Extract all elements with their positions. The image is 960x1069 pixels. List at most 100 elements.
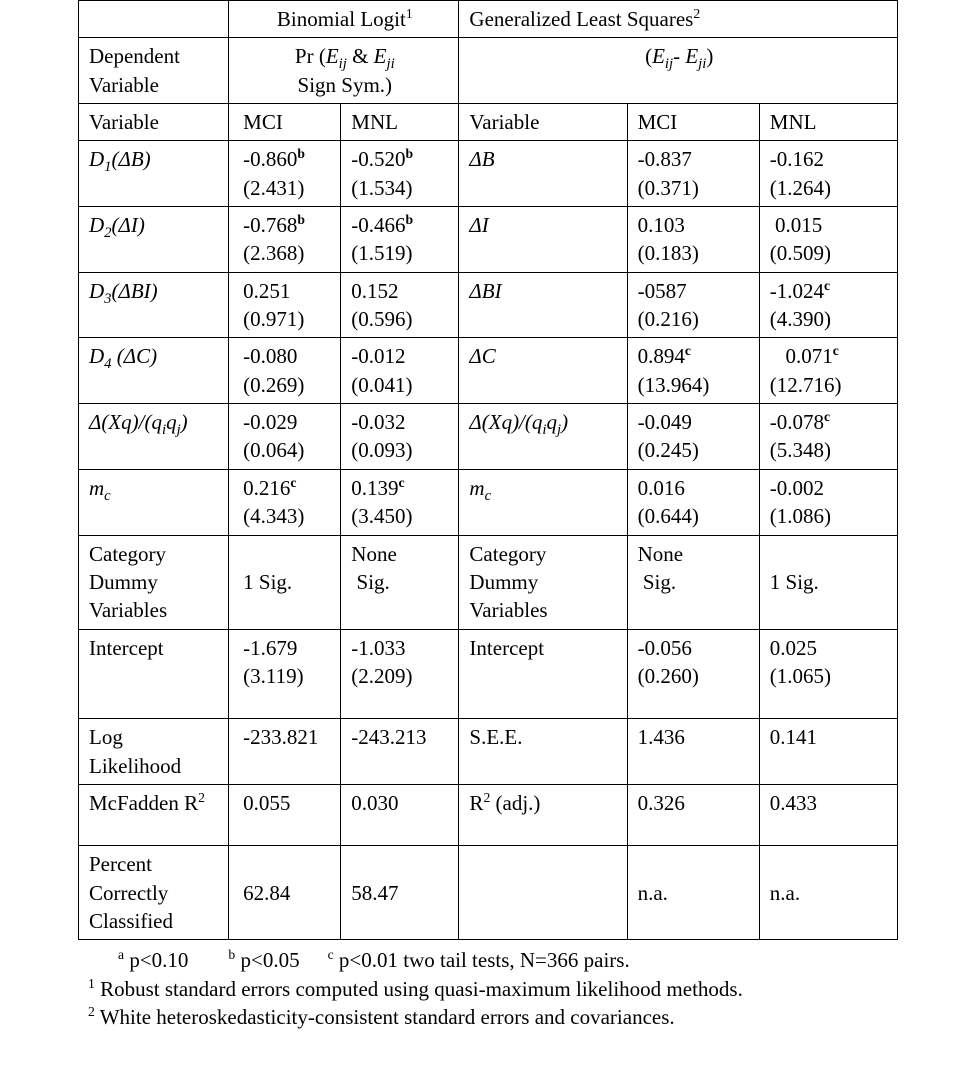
cell: D2(ΔI) [79, 207, 229, 273]
cell: Δ(Xq)/(qiqj) [459, 404, 627, 470]
table-row: Category Dummy Variables1 Sig.None Sig.C… [79, 535, 898, 629]
cell: 0.139c(3.450) [341, 469, 459, 535]
cell: 0.103(0.183) [627, 207, 759, 273]
cell: -0.860b(2.431) [229, 141, 341, 207]
data-body: D1(ΔB)-0.860b(2.431)-0.520b(1.534)ΔB-0.8… [79, 141, 898, 940]
header-row-1: Binomial Logit1 Generalized Least Square… [79, 1, 898, 38]
cell: -0.466b(1.519) [341, 207, 459, 273]
cell: Category Dummy Variables [459, 535, 627, 629]
cell: n.a. [759, 846, 897, 940]
cell: -0.029(0.064) [229, 404, 341, 470]
cell: 0.152(0.596) [341, 272, 459, 338]
cell: -0.078c(5.348) [759, 404, 897, 470]
col-var-r: Variable [459, 104, 627, 141]
cell: -0.049(0.245) [627, 404, 759, 470]
col-mci-r: MCI [627, 104, 759, 141]
cell: -1.679(3.119) [229, 629, 341, 719]
significance-note: a p<0.10b p<0.05c p<0.01 two tail tests,… [118, 946, 960, 974]
cell: 1.436 [627, 719, 759, 785]
cell: mc [79, 469, 229, 535]
binomial-logit-header: Binomial Logit1 [229, 1, 459, 38]
cell: 1 Sig. [229, 535, 341, 629]
cell: 0.055 [229, 784, 341, 845]
table-row: Percent Correctly Classified62.8458.47 n.… [79, 846, 898, 940]
cell: mc [459, 469, 627, 535]
cell: -0.162(1.264) [759, 141, 897, 207]
cell: D4 (ΔC) [79, 338, 229, 404]
cell: 0.326 [627, 784, 759, 845]
cell: 0.016(0.644) [627, 469, 759, 535]
cell: None Sig. [627, 535, 759, 629]
cell: -0.520b(1.534) [341, 141, 459, 207]
cell: -1.024c(4.390) [759, 272, 897, 338]
right-dep-var: (Eij- Eji) [459, 38, 898, 104]
header-row-2: Dependent Variable Pr (Eij & EjiSign Sym… [79, 38, 898, 104]
cell: Category Dummy Variables [79, 535, 229, 629]
cell: 0.015(0.509) [759, 207, 897, 273]
page: Binomial Logit1 Generalized Least Square… [0, 0, 960, 1041]
cell: ΔBI [459, 272, 627, 338]
cell: 58.47 [341, 846, 459, 940]
table-body: Binomial Logit1 Generalized Least Square… [79, 1, 898, 141]
cell: -0.012(0.041) [341, 338, 459, 404]
table-row: Log Likelihood-233.821-243.213S.E.E.1.43… [79, 719, 898, 785]
cell: -0.056(0.260) [627, 629, 759, 719]
cell: 0.433 [759, 784, 897, 845]
cell: 0.216c(4.343) [229, 469, 341, 535]
header-row-3: Variable MCI MNL Variable MCI MNL [79, 104, 898, 141]
cell: D3(ΔBI) [79, 272, 229, 338]
cell: -233.821 [229, 719, 341, 785]
cell: 62.84 [229, 846, 341, 940]
footnote-1: 1 Robust standard errors computed using … [88, 975, 960, 1003]
cell: -243.213 [341, 719, 459, 785]
table-row: D4 (ΔC)-0.080(0.269)-0.012(0.041)ΔC0.894… [79, 338, 898, 404]
cell: n.a. [627, 846, 759, 940]
cell: -1.033(2.209) [341, 629, 459, 719]
cell: ΔI [459, 207, 627, 273]
cell: ΔB [459, 141, 627, 207]
table-row: D1(ΔB)-0.860b(2.431)-0.520b(1.534)ΔB-0.8… [79, 141, 898, 207]
regression-table: Binomial Logit1 Generalized Least Square… [78, 0, 898, 940]
cell: -0.002(1.086) [759, 469, 897, 535]
table-row: Intercept-1.679(3.119)-1.033(2.209)Inter… [79, 629, 898, 719]
cell: None Sig. [341, 535, 459, 629]
table-row: McFadden R20.0550.030R2 (adj.)0.3260.433 [79, 784, 898, 845]
table-row: D3(ΔBI)0.251(0.971)0.152(0.596)ΔBI-0587(… [79, 272, 898, 338]
cell: 0.030 [341, 784, 459, 845]
cell: -0.837(0.371) [627, 141, 759, 207]
cell: Log Likelihood [79, 719, 229, 785]
table-row: D2(ΔI)-0.768b(2.368)-0.466b(1.519)ΔI0.10… [79, 207, 898, 273]
cell: 0.025(1.065) [759, 629, 897, 719]
cell: D1(ΔB) [79, 141, 229, 207]
col-mnl-r: MNL [759, 104, 897, 141]
cell: 1 Sig. [759, 535, 897, 629]
cell: McFadden R2 [79, 784, 229, 845]
cell: 0.251(0.971) [229, 272, 341, 338]
cell: -0.032(0.093) [341, 404, 459, 470]
cell [459, 846, 627, 940]
dep-var-label: Dependent Variable [79, 38, 229, 104]
cell: -0587(0.216) [627, 272, 759, 338]
cell: 0.071c(12.716) [759, 338, 897, 404]
cell: Intercept [79, 629, 229, 719]
table-row: Δ(Xq)/(qiqj)-0.029(0.064)-0.032(0.093)Δ(… [79, 404, 898, 470]
col-var-l: Variable [79, 104, 229, 141]
cell: -0.768b(2.368) [229, 207, 341, 273]
cell: 0.894c(13.964) [627, 338, 759, 404]
cell: R2 (adj.) [459, 784, 627, 845]
cell: Δ(Xq)/(qiqj) [79, 404, 229, 470]
footnotes: a p<0.10b p<0.05c p<0.01 two tail tests,… [88, 946, 960, 1031]
cell: Percent Correctly Classified [79, 846, 229, 940]
cell: ΔC [459, 338, 627, 404]
col-mnl-l: MNL [341, 104, 459, 141]
cell: S.E.E. [459, 719, 627, 785]
gls-header: Generalized Least Squares2 [459, 1, 898, 38]
cell: 0.141 [759, 719, 897, 785]
cell: Intercept [459, 629, 627, 719]
header-empty-left [79, 1, 229, 38]
col-mci-l: MCI [229, 104, 341, 141]
footnote-2: 2 White heteroskedasticity-consistent st… [88, 1003, 960, 1031]
table-row: mc0.216c(4.343)0.139c(3.450)mc0.016(0.64… [79, 469, 898, 535]
left-dep-var: Pr (Eij & EjiSign Sym.) [229, 38, 459, 104]
cell: -0.080(0.269) [229, 338, 341, 404]
